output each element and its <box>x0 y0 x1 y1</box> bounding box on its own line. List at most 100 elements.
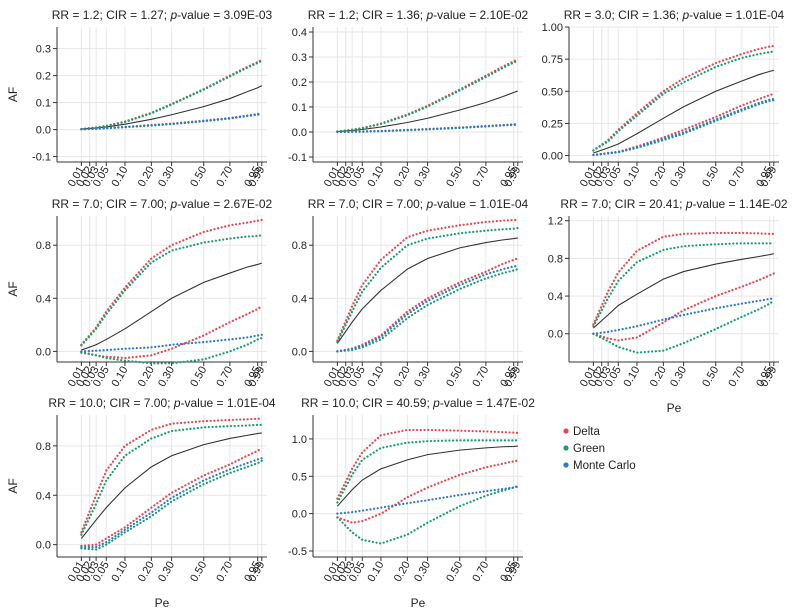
series-point-line <box>593 69 774 154</box>
y-tick-label: 0.0 <box>292 127 307 139</box>
series-monte-carlo-line <box>336 485 519 515</box>
series-green-line <box>80 459 263 551</box>
series-green-line <box>592 50 775 152</box>
axes <box>53 216 267 366</box>
y-tick-label: 0.2 <box>292 77 307 89</box>
y-tick-label: 0.2 <box>36 71 51 83</box>
panel-title: RR = 7.0; CIR = 7.00; p-value = 1.01E-04 <box>308 197 529 211</box>
panel-title: RR = 7.0; CIR = 7.00; p-value = 2.67E-02 <box>52 197 273 211</box>
x-tick-label: 0.30 <box>156 365 177 390</box>
x-tick-label: 0.70 <box>470 560 491 585</box>
legend-label-green: Green <box>573 443 605 455</box>
x-tick-label: 0.70 <box>214 560 235 585</box>
panel-title: RR = 10.0; CIR = 40.59; p-value = 1.47E-… <box>301 396 535 410</box>
x-tick-label: 0.70 <box>470 365 491 390</box>
y-tick-label: 0.50 <box>542 86 563 98</box>
panel-4: 0.00.40.80.010.020.030.050.10 0.20 0.30 0.5… <box>6 197 273 389</box>
series-green-line <box>592 242 775 328</box>
series-green-line <box>592 299 775 354</box>
y-tick-label: -0.5 <box>288 546 307 558</box>
x-tick-label: 0.10 <box>621 365 642 390</box>
series-green-line <box>80 234 263 347</box>
x-tick-label: 0.20 <box>392 365 413 390</box>
x-tick-label: 0.10 <box>365 165 386 190</box>
y-tick-label: 0.1 <box>36 98 51 110</box>
y-axis-label: AF <box>6 478 20 493</box>
x-tick-label: 0.50 <box>444 560 465 585</box>
series-monte-carlo-line <box>80 457 263 549</box>
axes <box>565 26 779 166</box>
series-point-line <box>337 90 518 133</box>
series-point-line <box>592 253 774 329</box>
x-tick-label: 0.50 <box>188 165 209 190</box>
series-green-line <box>336 484 519 545</box>
series-point-line <box>80 432 262 539</box>
x-tick-label: 0.30 <box>412 165 433 190</box>
y-tick-label: 0.3 <box>36 44 51 56</box>
y-tick-label: 0.4 <box>548 291 563 303</box>
x-tick-label: 0.50 <box>700 165 721 190</box>
series-delta-line <box>336 459 519 524</box>
x-tick-label: 0.20 <box>136 365 157 390</box>
series-point-line <box>81 262 262 351</box>
y-axis-label: AF <box>6 281 20 296</box>
y-tick-label: 0.25 <box>542 118 563 130</box>
series-delta-line <box>80 218 263 346</box>
series-point-line <box>336 445 518 507</box>
x-tick-label: 0.20 <box>136 560 157 585</box>
x-axis-label: Pe <box>411 596 426 610</box>
x-tick-label: 0.99 <box>246 165 267 190</box>
panels: -0.10.00.10.20.30.010.020.030.050.10 0.20… <box>6 8 788 610</box>
gridlines <box>569 216 779 362</box>
axes <box>565 216 779 366</box>
x-tick-label: 0.30 <box>412 560 433 585</box>
axes <box>53 415 267 561</box>
x-tick-label: 0.30 <box>156 560 177 585</box>
x-tick-label: 0.50 <box>444 165 465 190</box>
panel-1: -0.10.00.10.20.30.010.020.030.050.10 0.20… <box>6 8 273 189</box>
x-tick-label: 0.10 <box>365 365 386 390</box>
y-tick-label: 1.0 <box>292 434 307 446</box>
x-tick-label: 0.70 <box>470 165 491 190</box>
x-axis-label: Pe <box>667 401 682 415</box>
series-delta-line <box>80 447 263 547</box>
y-tick-label: 0.8 <box>548 253 563 265</box>
series-green-line <box>80 59 263 131</box>
y-tick-label: 0.3 <box>292 52 307 64</box>
series-green-line <box>80 337 263 365</box>
y-tick-label: 0.0 <box>36 346 51 358</box>
axes <box>309 415 523 561</box>
legend-label-delta: Delta <box>573 426 600 438</box>
x-tick-label: 0.30 <box>668 365 689 390</box>
x-tick-label: 0.20 <box>392 560 413 585</box>
y-tick-label: 1.00 <box>542 22 563 34</box>
x-tick-label: 0.30 <box>668 165 689 190</box>
panel-title: RR = 3.0; CIR = 1.36; p-value = 1.01E-04 <box>564 8 785 22</box>
panel-7: 0.00.40.80.010.020.030.050.10 0.20 0.30 0.5… <box>6 396 276 610</box>
series-monte-carlo-line <box>592 297 775 335</box>
x-tick-label: 0.30 <box>156 165 177 190</box>
x-tick-label: 0.99 <box>502 365 523 390</box>
x-tick-label: 0.70 <box>214 165 235 190</box>
gridlines <box>57 216 267 362</box>
x-tick-label: 0.99 <box>758 365 779 390</box>
y-tick-label: 0.00 <box>542 151 563 163</box>
y-tick-label: 0.4 <box>36 293 51 305</box>
series-delta-line <box>336 428 519 500</box>
legend-label-monte-carlo: Monte Carlo <box>573 460 636 472</box>
y-tick-label: 0.8 <box>292 240 307 252</box>
y-axis-label: AF <box>6 87 20 102</box>
x-tick-label: 0.30 <box>412 365 433 390</box>
y-tick-label: 0.0 <box>548 329 563 341</box>
series-monte-carlo-line <box>592 97 775 157</box>
y-tick-label: 0.8 <box>36 441 51 453</box>
x-tick-label: 0.50 <box>444 365 465 390</box>
axes <box>309 216 523 366</box>
x-tick-label: 0.99 <box>502 560 523 585</box>
series-monte-carlo-line <box>80 112 263 131</box>
x-tick-label: 0.99 <box>246 365 267 390</box>
series-delta-line <box>336 218 519 342</box>
y-tick-label: 0.0 <box>36 540 51 552</box>
series-delta-line <box>80 417 263 534</box>
